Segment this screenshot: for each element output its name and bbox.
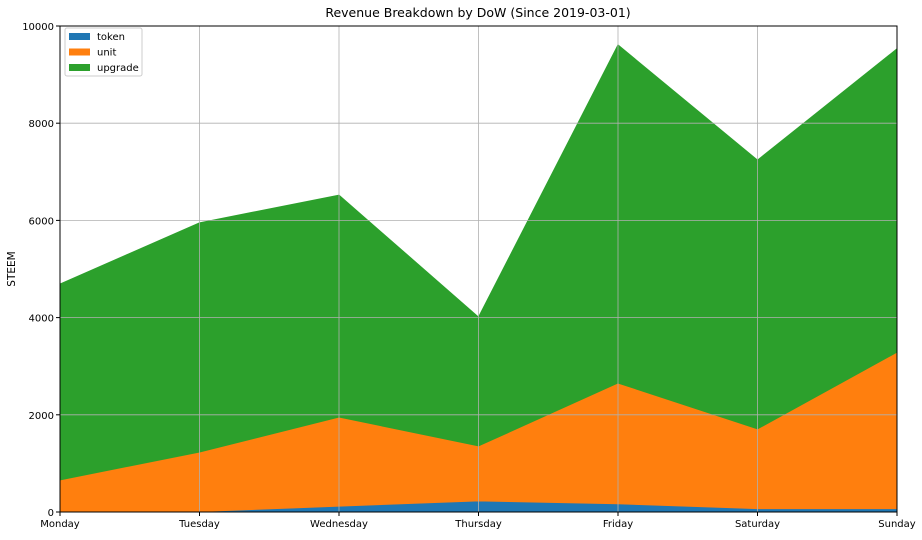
legend-label-token: token (97, 32, 125, 43)
legend-swatch-unit (69, 48, 90, 56)
x-tick-label: Thursday (454, 519, 502, 530)
x-tick-label: Tuesday (178, 519, 220, 530)
legend-swatch-upgrade (69, 64, 90, 71)
x-tick-label: Friday (603, 519, 633, 530)
y-tick-label: 4000 (29, 314, 54, 325)
y-tick-label: 0 (48, 508, 54, 519)
x-tick-label: Saturday (735, 519, 780, 530)
legend-label-upgrade: upgrade (97, 63, 139, 74)
y-tick-label: 10000 (22, 22, 54, 33)
y-tick-label: 2000 (29, 411, 54, 422)
legend-swatch-token (69, 33, 90, 40)
y-tick-label: 8000 (29, 119, 54, 130)
legend: token unit upgrade (64, 27, 143, 77)
y-axis-label: STEEM (6, 251, 18, 286)
legend-label-unit: unit (97, 48, 116, 59)
chart-title: Revenue Breakdown by DoW (Since 2019-03-… (325, 5, 630, 20)
x-tick-label: Monday (40, 519, 80, 530)
y-tick-label: 6000 (29, 216, 54, 227)
x-tick-label: Wednesday (310, 519, 368, 530)
x-tick-label: Sunday (878, 519, 915, 530)
